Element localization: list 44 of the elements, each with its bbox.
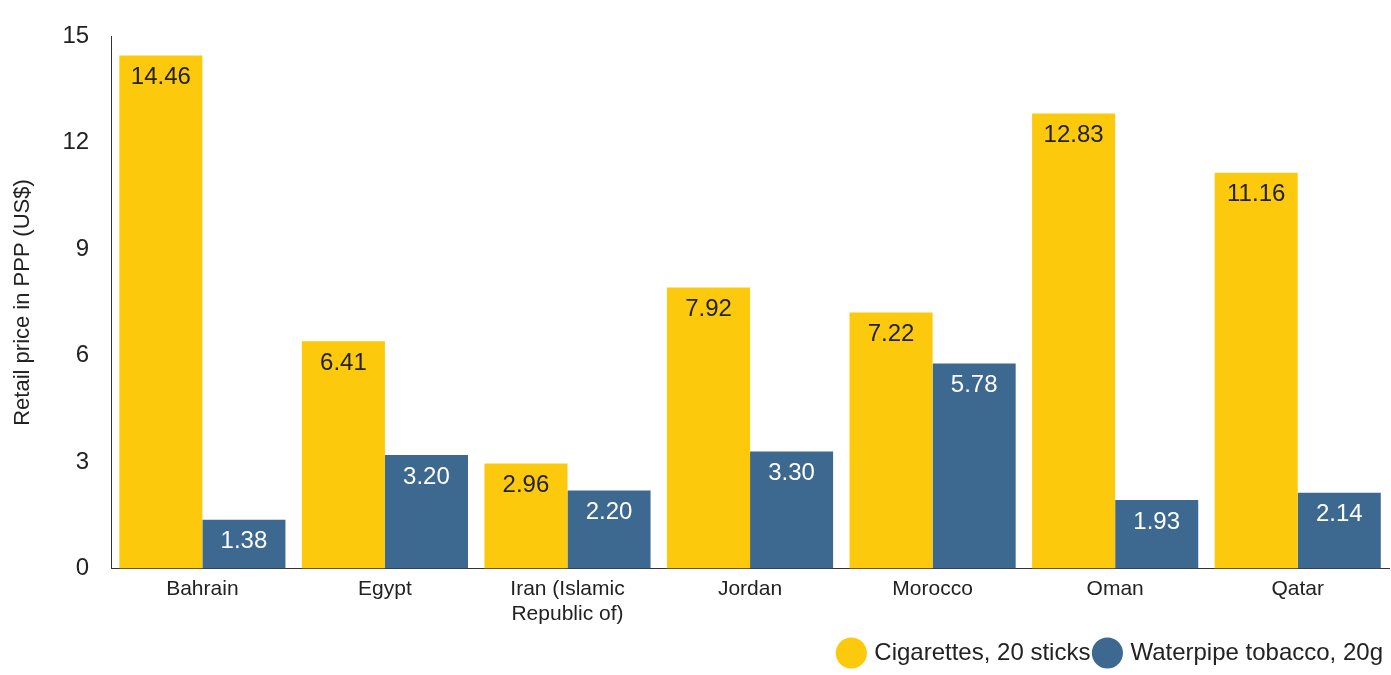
- bar: [202, 519, 286, 569]
- bar: [666, 287, 751, 569]
- data-label: 11.16: [1227, 179, 1286, 207]
- x-tick-label: Jordan: [717, 576, 783, 599]
- bar: [1297, 492, 1381, 569]
- y-tick-label: 0: [75, 553, 90, 581]
- y-tick-label: 6: [75, 340, 90, 368]
- data-label: 2.14: [1315, 499, 1363, 527]
- legend-label: Cigarettes, 20 sticks: [874, 637, 1091, 665]
- data-label: 14.46: [130, 62, 191, 90]
- data-label: 2.96: [502, 470, 550, 498]
- y-tick-label: 12: [62, 127, 90, 155]
- x-tick-label: Egypt: [358, 576, 412, 599]
- x-tick-label: Bahrain: [166, 576, 239, 599]
- data-label: 5.78: [950, 370, 998, 398]
- y-axis-title: Retail price in PPP (US$): [9, 179, 35, 426]
- x-tick-label: Oman: [1086, 576, 1144, 599]
- data-label: 6.41: [320, 347, 367, 375]
- y-tick-label: 15: [62, 21, 90, 49]
- bar: [384, 455, 468, 569]
- data-label: 3.20: [403, 461, 450, 489]
- bar: [750, 451, 834, 569]
- x-tick-label: Iran (Islamic Republic of): [510, 576, 625, 625]
- bar: [849, 312, 933, 569]
- bar: [301, 341, 385, 569]
- bar: [1032, 113, 1116, 569]
- x-tick-label: Qatar: [1271, 576, 1324, 599]
- data-label: 12.83: [1043, 120, 1104, 148]
- bar: [119, 55, 203, 569]
- bar: [567, 490, 651, 569]
- bar: [484, 463, 568, 569]
- data-label: 3.30: [768, 458, 815, 486]
- bar: [932, 363, 1016, 569]
- data-label: 7.22: [867, 319, 915, 347]
- y-tick-label: 3: [75, 446, 90, 474]
- bar: [1214, 172, 1298, 569]
- data-label: 7.92: [685, 294, 732, 322]
- y-tick-label: 9: [75, 233, 90, 261]
- data-label: 1.38: [220, 526, 268, 554]
- x-tick-label: Morocco: [892, 576, 973, 599]
- bar: [1115, 500, 1199, 569]
- legend-label: Waterpipe tobacco, 20g: [1130, 637, 1384, 665]
- data-label: 2.20: [585, 497, 633, 525]
- data-label: 1.93: [1133, 506, 1181, 534]
